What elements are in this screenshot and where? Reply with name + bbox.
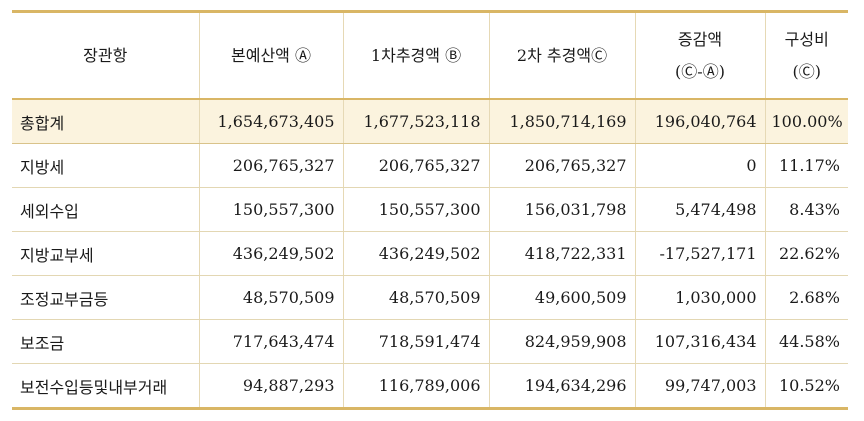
cell-supp2: 194,634,296 [488,363,635,409]
cell-supp1: 206,765,327 [342,143,489,188]
row-label: 세외수입 [12,187,199,232]
cell-ratio: 2.68% [764,275,848,320]
header-difference-label: 증감액 [677,29,723,49]
header-base-budget-label: 본예산액 Ⓐ [231,45,311,65]
row-label: 총합계 [12,99,199,144]
cell-base: 206,765,327 [198,143,343,188]
cell-base: 436,249,502 [198,231,343,276]
cell-ratio: 10.52% [764,363,848,409]
cell-supp1: 48,570,509 [342,275,489,320]
cell-base: 94,887,293 [198,363,343,409]
header-ratio-label: 구성비 [784,29,829,49]
cell-ratio: 44.58% [764,319,848,364]
cell-supp2: 1,850,714,169 [488,99,635,144]
cell-diff: 5,474,498 [634,187,765,232]
cell-diff: 0 [634,143,765,188]
row-label: 조정교부금등 [12,275,199,320]
cell-supp2: 206,765,327 [488,143,635,188]
table-row: 보전수입등및내부거래 94,887,293 116,789,006 194,63… [12,363,848,409]
header-ratio: 구성비 (Ⓒ) [764,11,848,100]
table-row: 지방세 206,765,327 206,765,327 206,765,327 … [12,143,848,188]
cell-ratio: 8.43% [764,187,848,232]
cell-supp1: 1,677,523,118 [342,99,489,144]
header-difference-formula: (Ⓒ-Ⓐ) [675,61,725,81]
header-supp1: 1차추경액 Ⓑ [342,11,489,100]
header-category-label: 장관항 [83,45,128,65]
header-difference: 증감액 (Ⓒ-Ⓐ) [634,11,765,100]
cell-base: 150,557,300 [198,187,343,232]
row-label: 보조금 [12,319,199,364]
table-header-row: 장관항 본예산액 Ⓐ 1차추경액 Ⓑ 2차 추경액Ⓒ 증감액 (Ⓒ-Ⓐ) 구성비 [12,11,848,100]
cell-diff: 99,747,003 [634,363,765,409]
header-supp1-label: 1차추경액 Ⓑ [370,45,462,65]
table-row: 세외수입 150,557,300 150,557,300 156,031,798… [12,187,848,232]
header-supp2-label: 2차 추경액Ⓒ [516,45,608,65]
header-base-budget: 본예산액 Ⓐ [198,11,343,100]
header-supp2: 2차 추경액Ⓒ [488,11,635,100]
cell-ratio: 11.17% [764,143,848,188]
cell-supp2: 156,031,798 [488,187,635,232]
cell-supp1: 436,249,502 [342,231,489,276]
cell-base: 48,570,509 [198,275,343,320]
row-label: 지방교부세 [12,231,199,276]
row-label: 보전수입등및내부거래 [12,363,199,409]
cell-base: 717,643,474 [198,319,343,364]
cell-diff: -17,527,171 [634,231,765,276]
header-ratio-basis: (Ⓒ) [792,61,822,81]
cell-supp1: 150,557,300 [342,187,489,232]
cell-supp2: 49,600,509 [488,275,635,320]
cell-ratio: 22.62% [764,231,848,276]
row-label: 지방세 [12,143,199,188]
table-row: 지방교부세 436,249,502 436,249,502 418,722,33… [12,231,848,276]
budget-table-container: 장관항 본예산액 Ⓐ 1차추경액 Ⓑ 2차 추경액Ⓒ 증감액 (Ⓒ-Ⓐ) 구성비 [12,10,848,410]
cell-diff: 196,040,764 [634,99,765,144]
cell-diff: 1,030,000 [634,275,765,320]
header-category: 장관항 [12,11,199,100]
table-row: 조정교부금등 48,570,509 48,570,509 49,600,509 … [12,275,848,320]
cell-supp1: 718,591,474 [342,319,489,364]
cell-ratio: 100.00% [764,99,848,144]
cell-supp1: 116,789,006 [342,363,489,409]
table-row-total: 총합계 1,654,673,405 1,677,523,118 1,850,71… [12,99,848,144]
table-row: 보조금 717,643,474 718,591,474 824,959,908 … [12,319,848,364]
cell-supp2: 418,722,331 [488,231,635,276]
budget-table: 장관항 본예산액 Ⓐ 1차추경액 Ⓑ 2차 추경액Ⓒ 증감액 (Ⓒ-Ⓐ) 구성비 [12,10,848,410]
cell-diff: 107,316,434 [634,319,765,364]
cell-base: 1,654,673,405 [198,99,343,144]
cell-supp2: 824,959,908 [488,319,635,364]
